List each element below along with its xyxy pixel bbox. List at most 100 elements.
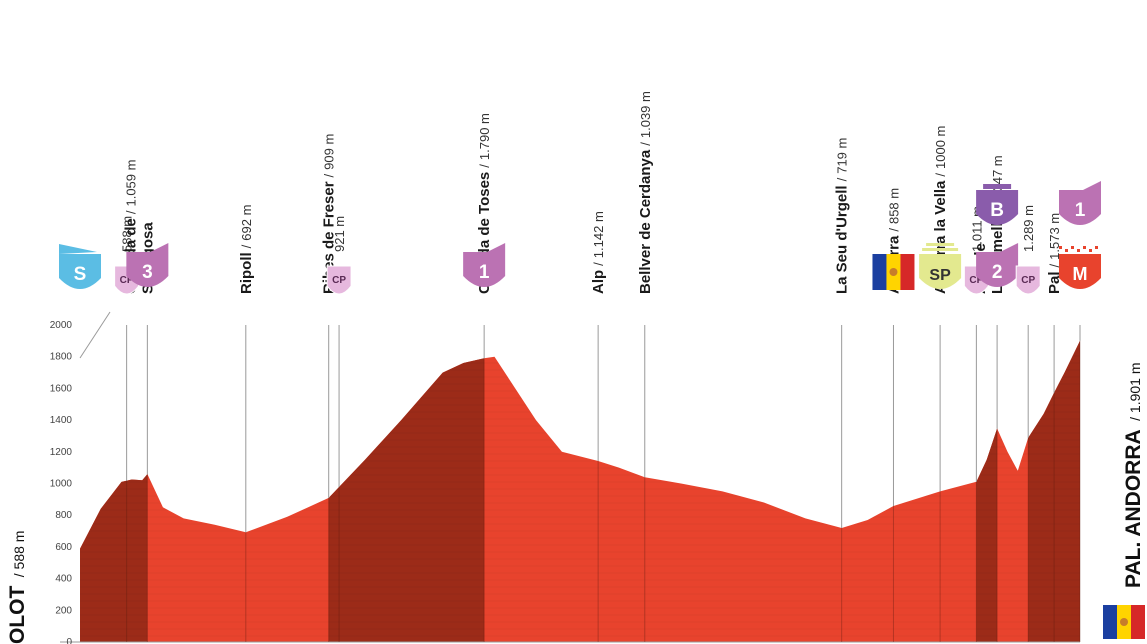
location-label: 921 m [332, 216, 347, 252]
flag-stripe [1131, 605, 1145, 639]
badge-shape [1015, 265, 1041, 295]
label-separator: / [322, 173, 337, 177]
label-separator: / [477, 164, 492, 168]
checker-square [1059, 246, 1062, 249]
y-tick-label: 600 [55, 542, 72, 553]
checker-square [1071, 246, 1074, 249]
badge-peak [1000, 243, 1019, 252]
label-separator: / [638, 142, 653, 146]
location-altitude: 858 m [886, 188, 901, 224]
badge-text: M [1073, 264, 1088, 284]
location-label: Pal / 1.573 m [1046, 213, 1063, 294]
start-label: OLOT / 588 m [6, 531, 29, 644]
start-finish-labels: OLOT / 588 m PAL. ANDORRA / 1.901 m [6, 363, 1145, 644]
y-tick-label: 800 [55, 510, 72, 521]
badge-peak [150, 243, 169, 252]
cp-badge-4: CP [1015, 265, 1041, 295]
checker-square [1083, 246, 1086, 249]
badge-cap [983, 184, 1012, 189]
label-separator: / [239, 244, 254, 248]
flag-stripe [872, 254, 887, 290]
flag-stripe [1103, 605, 1117, 639]
location-label: Bellver de Cerdanya / 1.039 m [637, 91, 654, 294]
badge-text: CP [969, 275, 983, 286]
y-tick-label: 1000 [50, 479, 73, 490]
checker-square [1065, 249, 1068, 252]
badge-shape [126, 252, 169, 287]
cp-badge-2: CP [326, 265, 352, 295]
marker-line [79, 311, 111, 359]
location-altitude: 1.573 m [1047, 213, 1062, 260]
location-label: Alp / 1.142 m [590, 211, 607, 294]
location-altitude: 1.790 m [477, 113, 492, 160]
location-label: 1.289 m [1021, 205, 1036, 252]
location-altitude: 719 m [835, 138, 850, 174]
y-tick-label: 1200 [50, 447, 73, 458]
label-separator: / [1047, 263, 1062, 267]
location-altitude: 1.059 m [123, 160, 138, 207]
y-axis-ticks: 0 200 400 600 800 1000 1200 1400 1600 1800 2000 [50, 320, 73, 644]
location-name: Bellver de Cerdanya [637, 149, 654, 294]
badge-text: 1 [1075, 200, 1086, 221]
label-separator: / [123, 210, 138, 214]
badge-text: CP [120, 275, 134, 286]
badge-shape [976, 252, 1019, 287]
location-altitude: 1.039 m [638, 91, 653, 138]
checker-square [1089, 249, 1092, 252]
start-badge: S [59, 244, 101, 289]
climb-segment [80, 340, 148, 642]
cat1-badge: 1 [463, 243, 506, 287]
badge-text: 3 [142, 262, 153, 283]
bonus-badge: B [976, 184, 1019, 225]
finish-name: PAL. ANDORRA [1122, 429, 1145, 588]
badge-text: CP [332, 275, 346, 286]
andorra-flag [872, 254, 915, 290]
y-tick-label: 1400 [50, 415, 73, 426]
checker-square [1077, 249, 1080, 252]
badge-shape [976, 190, 1019, 225]
y-tick-label: 400 [55, 574, 72, 585]
y-tick-label: 1800 [50, 352, 73, 363]
flag-emblem [1120, 618, 1128, 626]
badge-text: 1 [479, 262, 490, 283]
finish-andorra-flag [1103, 605, 1145, 639]
elevation-profile [60, 340, 1080, 643]
badges: S CP 3 CP 1 SP CP 2 B CP M 1 [59, 181, 1101, 295]
badge-text: CP [1021, 275, 1035, 286]
label-separator: / [835, 177, 850, 181]
location-name: Pal [1046, 271, 1063, 294]
badge-stack [922, 248, 959, 251]
sprint-badge: SP [919, 243, 962, 289]
y-tick-label: 2000 [50, 320, 73, 331]
location-label: 588 m [120, 216, 135, 252]
start-altitude: / 588 m [11, 531, 27, 578]
location-name: Alp [590, 270, 607, 294]
location-altitude: 909 m [322, 134, 337, 170]
badge-text: S [74, 264, 87, 285]
cat2-badge: 2 [976, 243, 1019, 287]
location-altitude: 692 m [239, 205, 254, 241]
label-separator: / [886, 228, 901, 232]
location-altitude: 1000 m [933, 126, 948, 169]
checker-square [1095, 246, 1098, 249]
location-name: Ripoll [238, 252, 255, 294]
badge-stack [926, 243, 955, 246]
location-altitude: 588 m [120, 216, 135, 252]
badge-shape [919, 254, 962, 289]
finish-altitude: / 1.901 m [1127, 363, 1143, 421]
label-separator: / [933, 173, 948, 177]
badge-shape [326, 265, 352, 295]
location-name: La Seu d'Urgell [834, 185, 851, 294]
location-label: Ripoll / 692 m [238, 205, 255, 294]
badge-shape [1059, 254, 1101, 289]
badge-shape [59, 254, 101, 289]
badge-peak [1083, 181, 1101, 190]
finish-badge: M [1059, 246, 1101, 289]
location-altitude: 921 m [332, 216, 347, 252]
cat1-finish-badge: 1 [1059, 181, 1101, 225]
badge-text: B [990, 200, 1004, 221]
start-name: OLOT [6, 586, 29, 644]
badge-shape [463, 252, 506, 287]
marker-lines [79, 311, 1081, 642]
y-tick-label: 200 [55, 605, 72, 616]
